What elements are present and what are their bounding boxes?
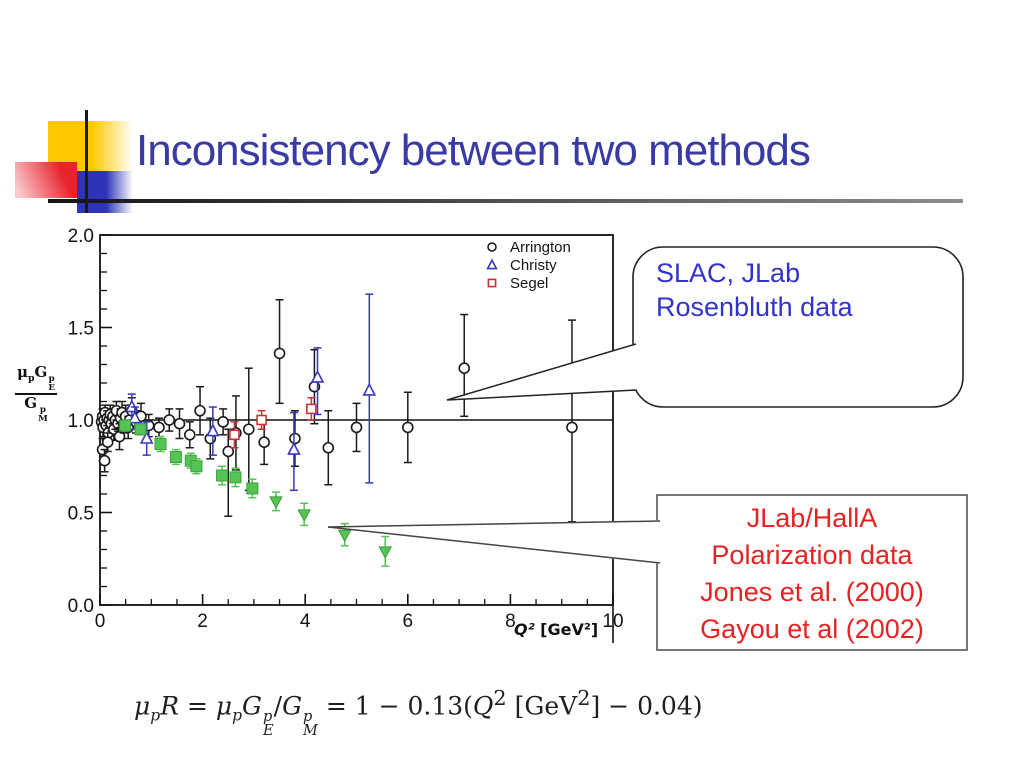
rosenbluth-callout-box [632,246,964,408]
data-point [128,410,142,424]
data-point [458,362,471,375]
polarization-callout-box [656,494,968,651]
legend-label: Segel [510,275,548,292]
series-gayou [269,491,393,567]
data-point [169,451,182,463]
y-tick-label: 1.0 [68,411,94,432]
data-point [246,482,259,495]
data-point [194,404,206,417]
rosenbluth-callout-line1: SLAC, JLab [656,258,801,288]
x-tick-label: 6 [403,611,414,632]
data-point [269,496,283,509]
data-point [337,529,352,543]
y-axis-label-numerator: μpG p E [15,363,57,396]
data-point [134,423,147,436]
data-point [289,432,301,445]
data-point [98,454,111,467]
x-tick-label: 0 [95,611,106,632]
data-point [163,414,176,426]
x-tick-label: 2 [197,611,208,632]
series-jones [119,419,259,499]
data-point [273,347,286,360]
polarization-callout-line2: Polarization data [711,540,913,570]
data-point [297,509,312,522]
data-point [350,421,363,434]
data-point [229,429,240,441]
deco-red-square [15,162,77,198]
data-point [362,382,377,396]
data-point [256,414,267,426]
data-point [306,403,317,415]
data-point [229,471,242,484]
y-tick-label: 0.5 [68,504,94,525]
data-point [173,417,186,430]
data-point [183,428,196,441]
data-point [190,460,203,473]
data-point [486,258,498,270]
data-point [378,546,393,559]
data-point [487,278,497,288]
data-point [139,430,154,444]
data-point [217,416,229,428]
x-tick-label: 8 [505,611,516,632]
rosenbluth-callout: SLAC, JLab Rosenbluth data [656,256,946,324]
y-tick-label: 2.0 [68,226,94,247]
data-point [242,423,255,436]
x-axis-ticks: 0 2 4 6 8 10 [95,594,624,632]
data-point [566,421,578,434]
callout-shapes [327,246,968,651]
series-segel [229,397,317,449]
data-point [287,441,301,455]
data-point [258,436,270,449]
legend-label: Christy [510,257,557,274]
data-point [487,242,497,252]
x-tick-label: 10 [602,611,623,632]
legend-label: Arrington [510,239,571,256]
y-tick-label: 0.0 [68,596,94,617]
data-point [222,445,235,458]
title-divider-line [48,199,963,203]
rosenbluth-callout-line2: Rosenbluth data [656,292,853,322]
y-tick-label: 1.5 [68,319,94,340]
formula: μpR = μpG p E/G p M = 1 − 0.13(Q2 [GeV2] − 0… [134,686,703,740]
data-point [113,430,126,443]
data-point [216,469,229,482]
data-point [154,438,167,451]
data-point [310,369,325,383]
data-point [322,441,335,454]
data-point [401,421,414,434]
deco-vertical-line [85,110,88,213]
polarization-callout-line3: Jones et al. (2000) [700,577,924,607]
data-point [101,436,114,449]
data-point [119,419,132,432]
data-point [206,423,220,437]
polarization-callout: JLab/HallA Polarization data Jones et al… [657,500,967,648]
data-point [153,421,165,434]
x-tick-label: 4 [300,611,311,632]
y-axis-ticks: 0.0 0.5 1.0 1.5 2.0 [68,226,112,617]
polarization-callout-line1: JLab/HallA [746,503,878,533]
polarization-callout-line4: Gayou et al (2002) [700,614,924,644]
polarization-callout-tail [328,520,660,564]
series-christy [124,293,377,492]
page-title: Inconsistency between two methods [136,126,811,175]
series-arrington [95,299,578,523]
x-axis-label: Q² [GeV²] [514,620,599,639]
